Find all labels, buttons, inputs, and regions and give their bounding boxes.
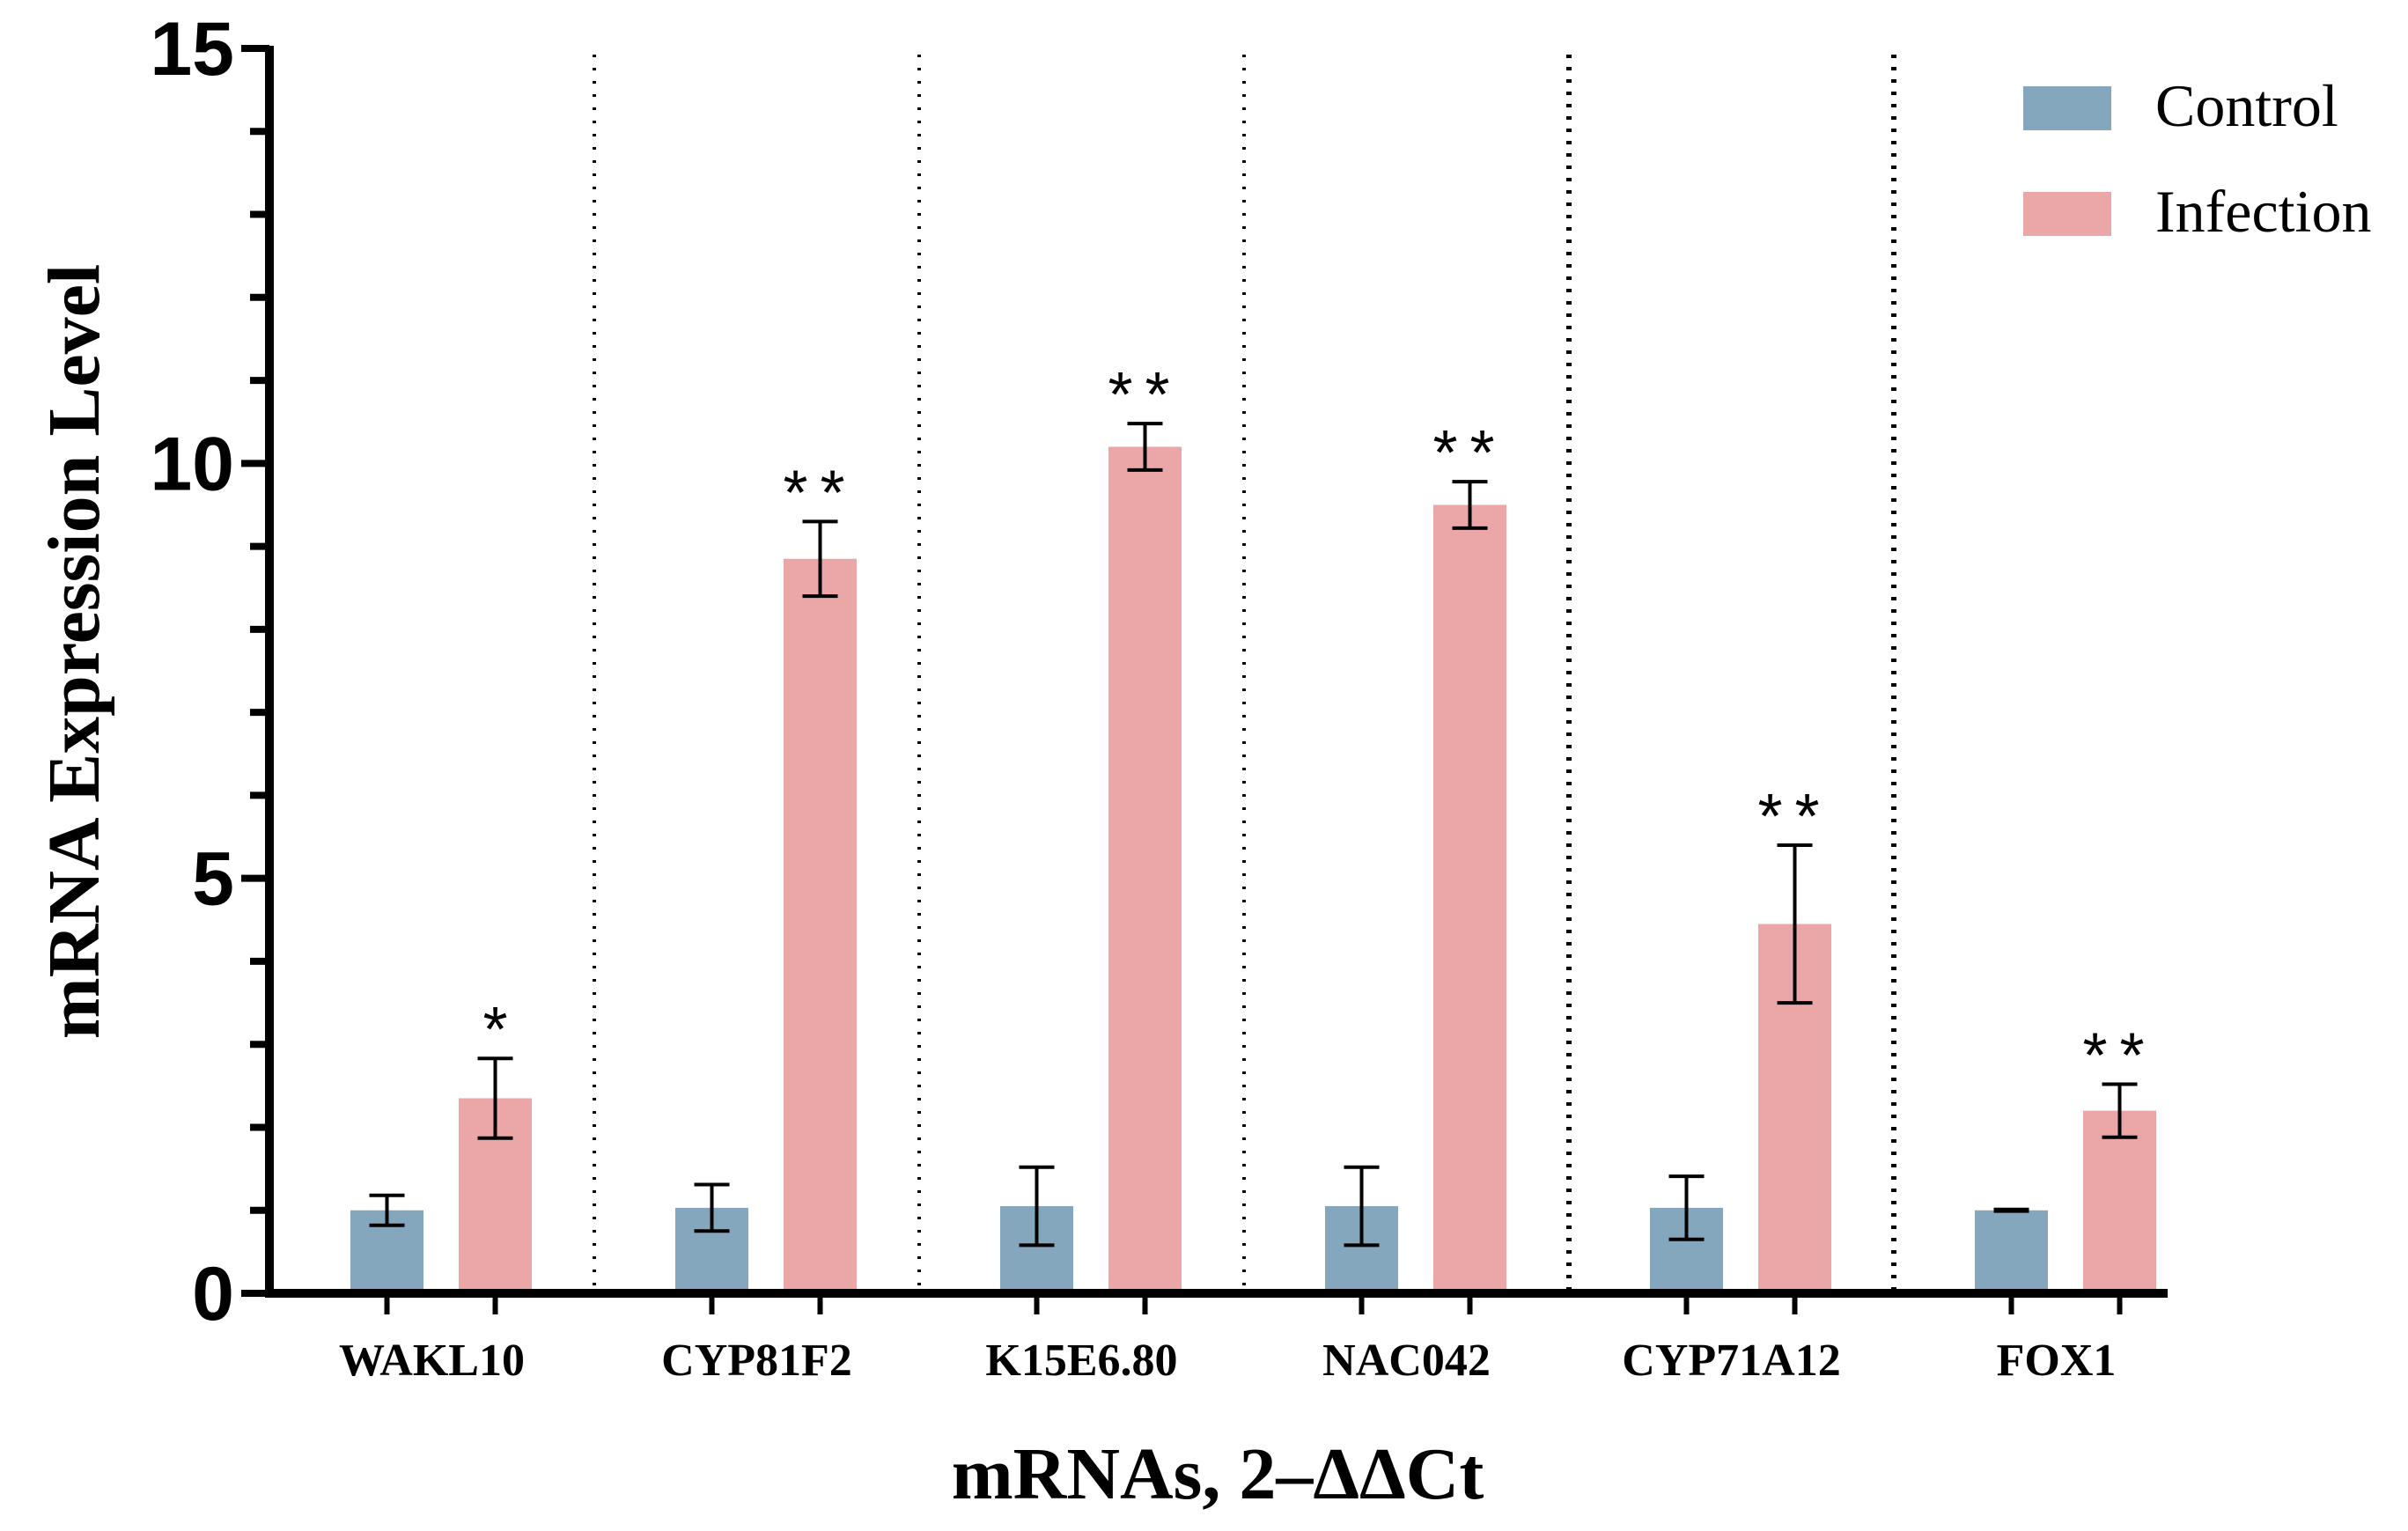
x-axis-title: mRNAs, 2–ΔΔCt <box>952 1433 1484 1515</box>
legend-label-infection: Infection <box>2155 178 2371 245</box>
significance-marker: ** <box>1108 360 1182 431</box>
significance-layer: *********** <box>482 360 2156 1091</box>
significance-marker: * <box>482 995 507 1065</box>
x-tick-label: CYP81F2 <box>661 1336 852 1386</box>
bar-infection-fox1 <box>2083 1110 2156 1293</box>
group-separators <box>593 55 1896 1293</box>
x-tick-label: NAC042 <box>1322 1336 1491 1386</box>
y-tick-labels: 0 5 10 15 <box>150 7 234 1336</box>
y-tick-label: 15 <box>150 7 234 92</box>
axes-layer <box>241 45 2168 1314</box>
x-tick-label: WAKL10 <box>339 1336 525 1386</box>
y-axis-title: mRNA Expression Level <box>33 264 115 1039</box>
legend: Control Infection <box>2023 72 2371 245</box>
significance-marker: ** <box>1757 782 1831 852</box>
y-tick-label: 0 <box>192 1252 234 1336</box>
bar-infection-nac042 <box>1433 504 1506 1293</box>
y-tick-label: 5 <box>192 837 234 922</box>
x-tick-label: FOX1 <box>1997 1336 2117 1386</box>
legend-swatch-control <box>2023 86 2111 130</box>
bar-control-fox1 <box>1975 1210 2048 1293</box>
significance-marker: ** <box>1432 418 1506 489</box>
bar-infection-k15e680 <box>1108 446 1182 1294</box>
error-bars-layer <box>369 422 2138 1248</box>
x-tick-label: CYP71A12 <box>1622 1336 1840 1386</box>
significance-marker: ** <box>2082 1020 2156 1091</box>
x-tick-label: K15E6.80 <box>985 1336 1177 1386</box>
y-tick-label: 10 <box>150 422 234 506</box>
bar-infection-cyp81f2 <box>784 558 857 1293</box>
legend-swatch-infection <box>2023 192 2111 236</box>
legend-label-control: Control <box>2155 72 2338 139</box>
bars-layer <box>350 446 2156 1294</box>
significance-marker: ** <box>783 458 857 528</box>
x-tick-labels: WAKL10 CYP81F2 K15E6.80 NAC042 CYP71A12 FOX1 <box>339 1336 2116 1386</box>
